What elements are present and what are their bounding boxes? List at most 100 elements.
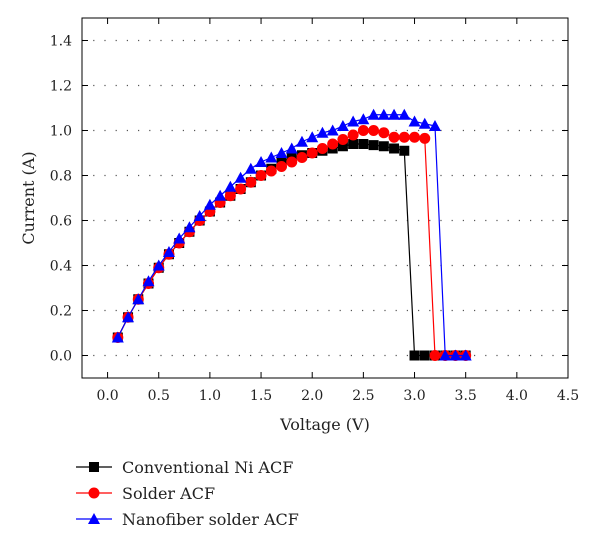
- y-tick-labels: 0.0 0.2 0.4 0.6 0.8 1.0 1.2 1.4: [50, 34, 72, 365]
- data-point: [347, 115, 360, 127]
- data-point: [399, 145, 410, 156]
- data-point: [234, 171, 247, 183]
- data-point: [275, 147, 288, 158]
- legend-item-conventional-ni-acf: Conventional Ni ACF: [76, 458, 293, 477]
- data-point: [337, 141, 348, 152]
- data-point: [409, 131, 421, 143]
- data-point: [244, 162, 257, 174]
- x-axis-title: Voltage (V): [279, 415, 370, 434]
- x-tick-label: 4.0: [506, 388, 528, 404]
- data-point: [224, 180, 237, 192]
- x-tick-label: 0.0: [96, 388, 118, 404]
- data-point: [235, 183, 247, 195]
- y-axis-title: Current (A): [19, 151, 38, 244]
- data-point: [439, 349, 452, 361]
- data-point: [378, 141, 389, 152]
- data-point: [449, 349, 462, 361]
- data-point: [316, 143, 328, 154]
- data-point: [358, 139, 369, 149]
- data-point: [368, 125, 380, 136]
- data-point: [377, 108, 390, 120]
- x-tick-label: 0.5: [148, 388, 170, 404]
- data-point: [265, 165, 277, 177]
- x-tick-label: 4.5: [557, 388, 579, 404]
- y-tick-label: 0.8: [50, 169, 72, 185]
- y-tick-label: 0.6: [50, 214, 72, 230]
- data-point: [398, 131, 410, 143]
- x-tick-label: 2.5: [352, 388, 374, 404]
- data-point: [132, 293, 145, 305]
- data-point: [265, 151, 278, 163]
- data-point: [347, 129, 359, 141]
- series-1: [112, 125, 472, 361]
- data-point: [214, 189, 227, 201]
- data-point: [419, 350, 430, 361]
- data-point: [203, 198, 216, 210]
- y-tick-label: 0.0: [50, 349, 72, 365]
- legend-marker-shape: [88, 513, 100, 524]
- data-point: [419, 132, 431, 144]
- y-tick-label: 0.4: [50, 259, 72, 275]
- legend: Conventional Ni ACF Solder ACF Nanofiber…: [76, 458, 299, 529]
- data-point: [255, 170, 267, 181]
- data-point: [357, 113, 370, 125]
- legend-marker-shape: [89, 462, 99, 472]
- data-point: [286, 156, 298, 168]
- data-point: [408, 115, 421, 127]
- data-point: [368, 140, 379, 151]
- y-tick-label: 0.2: [50, 304, 72, 320]
- data-point: [306, 131, 319, 143]
- data-point: [429, 350, 441, 361]
- grid: [82, 39, 568, 357]
- data-point: [296, 152, 308, 163]
- data-point: [245, 176, 257, 188]
- x-tick-labels: 0.0 0.5 1.0 1.5 2.0 2.5 3.0 3.5 4.0 4.5: [96, 388, 579, 404]
- data-point: [327, 138, 339, 150]
- legend-item-nanofiber-solder-acf: Nanofiber solder ACF: [76, 510, 299, 529]
- legend-marker-circle-icon: [88, 487, 100, 499]
- data-point: [173, 232, 186, 244]
- data-point: [367, 108, 380, 120]
- axis-ticks: [82, 18, 569, 378]
- plot-frame: [81, 17, 569, 379]
- data-point: [183, 221, 196, 233]
- legend-label-nanofiber-solder-acf: Nanofiber solder ACF: [122, 510, 299, 529]
- data-point: [418, 117, 431, 129]
- data-point: [285, 142, 298, 154]
- data-point: [337, 134, 349, 145]
- data-point: [255, 156, 268, 167]
- data-point: [389, 143, 400, 154]
- data-point: [357, 125, 369, 136]
- data-point: [459, 349, 472, 361]
- y-tick-label: 1.0: [50, 124, 72, 140]
- y-tick-label: 1.4: [50, 34, 72, 50]
- data-point: [428, 120, 441, 131]
- data-point: [409, 350, 420, 361]
- x-tick-label: 1.0: [199, 388, 221, 404]
- legend-marker-shape: [88, 487, 100, 499]
- data-point: [388, 131, 400, 143]
- data-point: [336, 120, 349, 131]
- data-point: [111, 331, 124, 343]
- data-point: [348, 139, 359, 149]
- legend-marker-triangle-icon: [88, 513, 100, 524]
- data-point: [295, 135, 308, 147]
- data-point: [276, 161, 288, 172]
- legend-marker-square-icon: [89, 462, 99, 472]
- data-point: [193, 210, 206, 221]
- x-tick-label: 1.5: [250, 388, 272, 404]
- data-point: [122, 311, 135, 323]
- legend-item-solder-acf: Solder ACF: [76, 484, 215, 503]
- data-point: [162, 246, 175, 257]
- series-layer: [111, 108, 472, 361]
- series-2: [111, 108, 472, 361]
- legend-label-solder-acf: Solder ACF: [122, 484, 215, 503]
- x-tick-label: 3.5: [455, 388, 477, 404]
- data-point: [224, 190, 236, 202]
- data-point: [142, 275, 155, 287]
- data-point: [152, 259, 165, 271]
- legend-label-conventional-ni-acf: Conventional Ni ACF: [122, 458, 293, 477]
- data-point: [316, 126, 329, 138]
- data-point: [326, 124, 339, 136]
